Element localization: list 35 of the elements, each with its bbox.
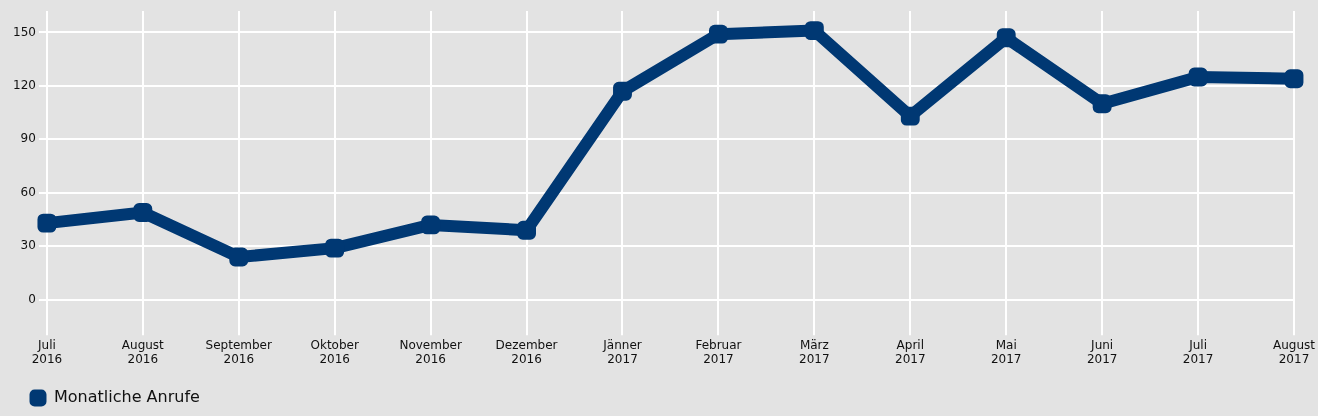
x-tick-label: Dezember 2016 — [495, 337, 558, 366]
x-tick-label: März 2017 — [799, 337, 830, 366]
point — [517, 220, 536, 240]
y-tick-label: 30 — [20, 238, 36, 253]
x-tick-label: April 2017 — [895, 337, 926, 366]
point — [1188, 67, 1208, 87]
point — [229, 247, 249, 267]
x-tick-label: Juni 2017 — [1086, 337, 1118, 366]
point — [996, 28, 1016, 48]
point — [1284, 69, 1304, 89]
x-tick-label: Februar 2017 — [695, 337, 742, 366]
point — [1092, 94, 1112, 114]
point — [325, 238, 345, 258]
x-tick-label: September 2016 — [205, 337, 272, 366]
x-tick-label: Mai 2017 — [990, 337, 1022, 366]
point — [613, 81, 632, 101]
x-tick-label: November 2016 — [399, 337, 462, 366]
point — [133, 203, 153, 222]
y-tick-label: 150 — [13, 24, 36, 39]
point — [900, 106, 920, 126]
y-tick-label: 60 — [20, 184, 36, 199]
x-tick-label: Juli 2016 — [31, 337, 63, 366]
legend-label: Monatliche Anrufe — [54, 387, 200, 407]
y-tick-label: 0 — [28, 291, 36, 306]
y-tick-label: 90 — [20, 131, 36, 146]
y-tick-label: 120 — [13, 78, 36, 92]
x-tick-label: Jänner 2017 — [602, 337, 642, 366]
x-tick-label: Oktober 2016 — [310, 337, 359, 366]
x-tick-label: Juli 2017 — [1182, 337, 1214, 366]
x-tick-label: August 2016 — [121, 337, 165, 366]
point — [421, 215, 441, 235]
point — [804, 21, 824, 41]
point — [37, 213, 57, 233]
x-tick-label: August 2017 — [1273, 337, 1316, 366]
point — [708, 24, 728, 44]
